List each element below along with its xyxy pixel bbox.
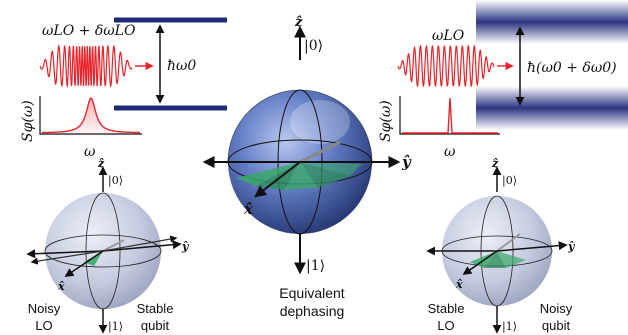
left-sphere-bottom-ket: |1⟩ [108,320,123,334]
right-sphere-state-vector [496,233,521,252]
left-spectrum-fill [42,98,140,133]
right-drive-panel: ωLO ħ(ω0 + δω0) Sφ(ω) ω [378,0,628,160]
left-sphere-neg-y-axis-b [30,250,104,265]
left-sphere-x-label: x̂ [57,280,65,293]
center-caption-line1: Equivalent [279,285,344,301]
right-omega-label: ω [444,144,456,160]
center-fan-5 [300,162,362,176]
center-fan-3 [284,162,318,190]
left-omega-label: ω [84,144,96,160]
left-sphere-caption-a-line2: LO [35,318,52,333]
right-upper-blurred-level [476,0,628,44]
left-psd-label: Sφ(ω) [20,100,36,142]
left-energy-label: ħω0 [167,58,196,74]
right-lower-blurred-level [476,86,628,130]
right-sphere-y-label: ŷ [567,240,576,253]
left-sphere-y-label: ŷ [181,240,190,253]
right-bloch-sphere: ẑ |0⟩ ŷ x̂ |1⟩ Stable LO Noisy qubit [426,157,576,334]
center-x-label: x̂ [243,200,254,218]
center-fan-1 [236,162,300,186]
center-caption-line2: dephasing [280,303,345,319]
right-sphere-fan-3 [497,251,526,268]
center-z-label: ẑ [294,15,303,30]
left-sphere-equator [44,234,162,268]
right-energy-label: ħ(ω0 + δω0) [527,60,617,76]
left-sphere-top-ket: |0⟩ [108,174,123,188]
right-sphere-caption-a-line2: LO [437,318,454,333]
center-state-vector [299,140,341,164]
left-noisy-lo-waveform [39,44,133,88]
right-stable-lo-waveform [397,44,495,88]
right-sphere-bottom-ket: |1⟩ [502,320,517,334]
left-freq-label: ωLO + δωLO [42,23,136,39]
center-bloch-sphere: ẑ |0⟩ ŷ x̂ |1⟩ Equivalent dephasing [202,15,412,319]
left-drive-panel: ωLO + δωLO ħω0 Sφ(ω) ω [20,17,227,160]
left-sphere-y-axis-b [102,235,178,252]
right-sphere-x-axis [462,250,498,276]
left-sphere-y-axis [102,240,182,252]
left-sphere-caption-b-line2: qubit [141,318,170,333]
right-psd-label: Sφ(ω) [378,100,394,142]
right-sphere-caption-b-line1: Noisy [540,301,573,316]
right-sphere-x-label: x̂ [455,278,463,291]
left-spectrum-axes [39,96,142,135]
left-sphere-state-vector [102,239,125,252]
center-y-label: ŷ [401,153,412,171]
right-spectrum-axes [399,96,500,135]
right-sphere-caption-a-line1: Stable [428,301,465,316]
left-bloch-sphere: ẑ |0⟩ ŷ x̂ |1⟩ Noisy LO Stable qubit [26,157,190,334]
right-sphere-z-label: ẑ [491,157,499,170]
center-rim [227,89,373,163]
left-sphere-x-axis [64,250,104,278]
right-freq-label: ωLO [432,28,465,44]
center-sphere-highlight [290,100,350,144]
center-x-axis [254,161,301,198]
right-sphere-y-axis [496,241,568,252]
right-sphere-top-ket: |0⟩ [502,174,517,188]
center-fan-4 [300,162,350,188]
left-sphere-caption-a-line1: Noisy [28,301,61,316]
right-sphere-fan-2 [484,251,506,268]
left-broad-spectrum [41,96,141,134]
left-sphere-caption-b-line1: Stable [137,301,174,316]
center-fan-2 [256,162,300,190]
right-narrow-spectrum [402,97,498,134]
left-sphere-z-label: ẑ [97,157,105,170]
center-bottom-ket: |1⟩ [306,258,325,274]
left-sphere-neg-y-axis-a [26,249,104,259]
center-top-ket: |0⟩ [304,38,323,54]
right-sphere-caption-b-line2: qubit [542,318,571,333]
